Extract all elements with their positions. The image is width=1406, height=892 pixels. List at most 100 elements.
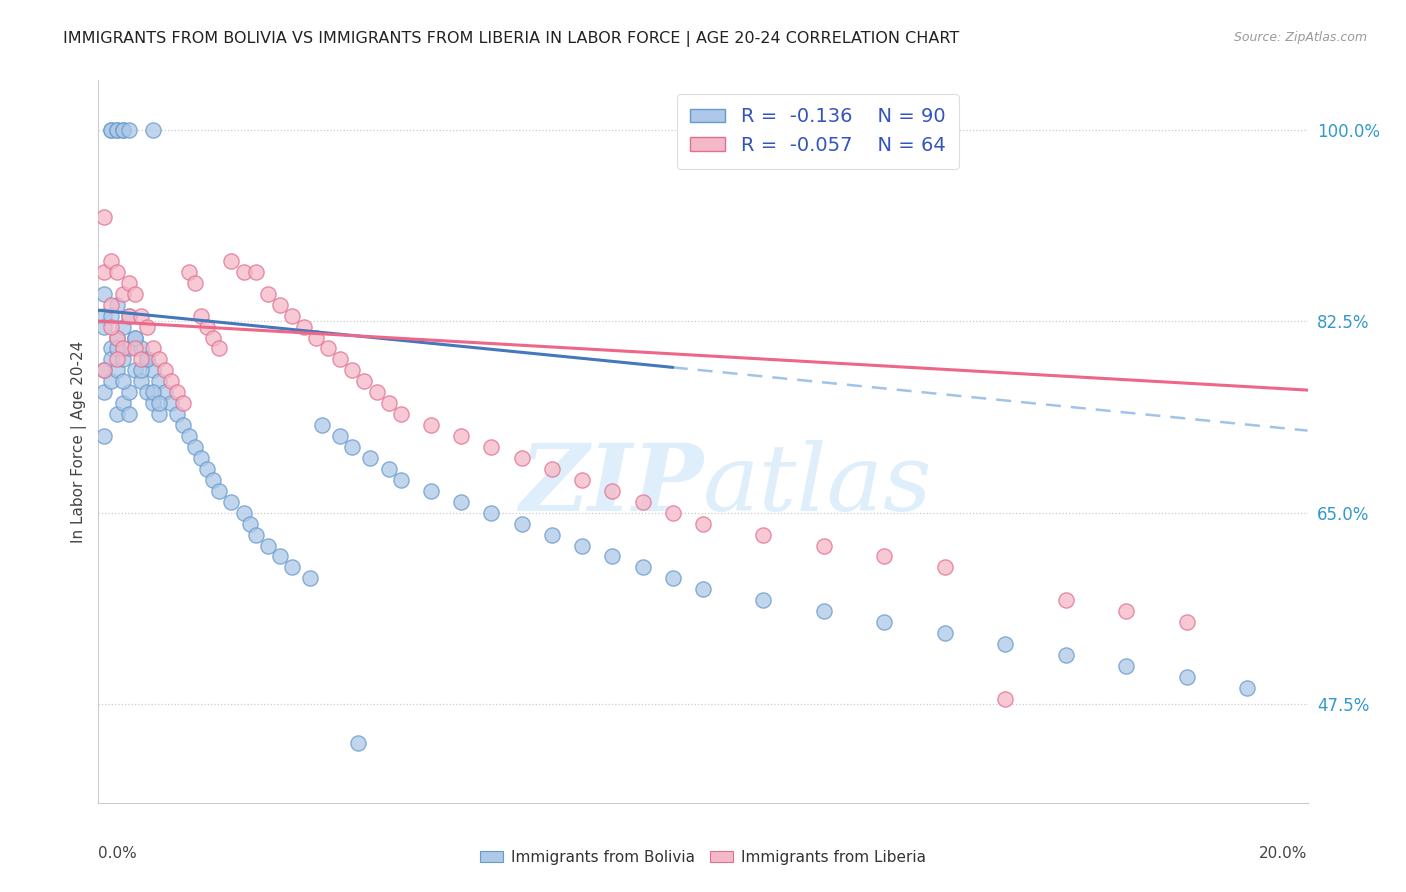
Point	[329, 429, 352, 443]
Point	[450, 429, 472, 443]
Point	[1175, 615, 1198, 630]
Point	[934, 560, 956, 574]
Point	[172, 396, 194, 410]
Point	[100, 122, 122, 136]
Point	[631, 494, 654, 508]
Point	[111, 375, 134, 389]
Point	[571, 473, 593, 487]
Point	[142, 396, 165, 410]
Text: 0.0%: 0.0%	[98, 847, 138, 861]
Point	[105, 363, 128, 377]
Point	[208, 342, 231, 356]
Point	[232, 265, 254, 279]
Point	[118, 342, 141, 356]
Point	[93, 319, 115, 334]
Point	[245, 527, 267, 541]
Point	[1054, 593, 1077, 607]
Point	[129, 352, 152, 367]
Point	[316, 342, 339, 356]
Point	[1115, 604, 1137, 618]
Point	[93, 363, 115, 377]
Point	[111, 122, 134, 136]
Point	[93, 286, 115, 301]
Point	[752, 593, 775, 607]
Point	[135, 352, 157, 367]
Point	[692, 516, 714, 531]
Point	[93, 429, 115, 443]
Point	[510, 516, 533, 531]
Point	[118, 385, 141, 400]
Point	[481, 440, 503, 454]
Point	[377, 396, 399, 410]
Point	[450, 494, 472, 508]
Point	[602, 483, 624, 498]
Point	[184, 276, 207, 290]
Point	[202, 330, 225, 344]
Point	[135, 352, 157, 367]
Point	[202, 473, 225, 487]
Point	[124, 330, 146, 344]
Point	[420, 483, 443, 498]
Point	[148, 375, 170, 389]
Point	[100, 309, 122, 323]
Point	[160, 375, 183, 389]
Point	[873, 549, 896, 564]
Point	[481, 506, 503, 520]
Point	[269, 549, 291, 564]
Text: 20.0%: 20.0%	[1260, 847, 1308, 861]
Point	[105, 122, 128, 136]
Point	[142, 122, 165, 136]
Point	[245, 265, 267, 279]
Point	[129, 342, 152, 356]
Point	[111, 319, 134, 334]
Point	[281, 309, 304, 323]
Point	[118, 407, 141, 421]
Point	[184, 440, 207, 454]
Point	[661, 506, 683, 520]
Point	[148, 352, 170, 367]
Point	[366, 385, 388, 400]
Point	[602, 549, 624, 564]
Point	[232, 506, 254, 520]
Point	[934, 626, 956, 640]
Point	[1054, 648, 1077, 662]
Point	[153, 385, 176, 400]
Point	[111, 342, 134, 356]
Point	[124, 330, 146, 344]
Point	[93, 309, 115, 323]
Point	[100, 319, 122, 334]
Point	[752, 527, 775, 541]
Point	[100, 298, 122, 312]
Text: atlas: atlas	[703, 440, 932, 530]
Point	[873, 122, 896, 136]
Point	[100, 352, 122, 367]
Point	[148, 396, 170, 410]
Point	[269, 298, 291, 312]
Point	[172, 418, 194, 433]
Point	[166, 407, 188, 421]
Point	[93, 363, 115, 377]
Point	[111, 396, 134, 410]
Text: IMMIGRANTS FROM BOLIVIA VS IMMIGRANTS FROM LIBERIA IN LABOR FORCE | AGE 20-24 CO: IMMIGRANTS FROM BOLIVIA VS IMMIGRANTS FR…	[63, 31, 959, 47]
Point	[281, 560, 304, 574]
Point	[540, 462, 562, 476]
Point	[105, 407, 128, 421]
Point	[1115, 659, 1137, 673]
Point	[111, 122, 134, 136]
Point	[124, 286, 146, 301]
Point	[179, 265, 201, 279]
Point	[100, 342, 122, 356]
Point	[93, 265, 115, 279]
Point	[873, 615, 896, 630]
Point	[100, 122, 122, 136]
Point	[105, 330, 128, 344]
Point	[118, 309, 141, 323]
Point	[179, 429, 201, 443]
Point	[195, 319, 218, 334]
Point	[311, 418, 333, 433]
Point	[129, 309, 152, 323]
Point	[190, 309, 212, 323]
Point	[377, 462, 399, 476]
Point	[305, 330, 328, 344]
Point	[100, 375, 122, 389]
